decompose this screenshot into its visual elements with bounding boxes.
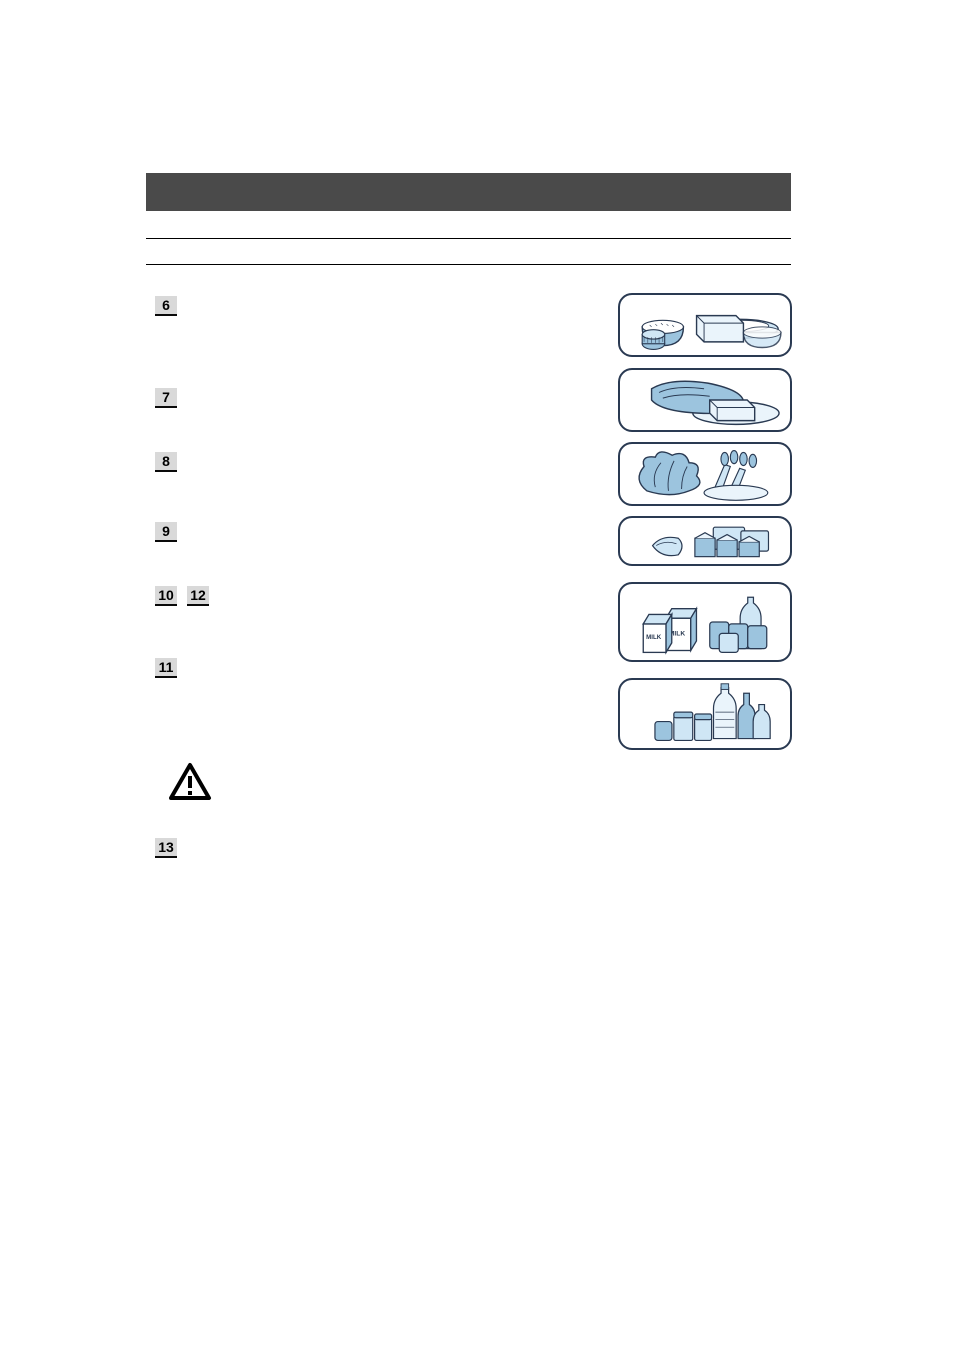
header-bar (146, 173, 791, 211)
illus-dishes (618, 293, 792, 357)
illus-milk-bottles: MILK MILK (618, 582, 792, 662)
illus-packets (618, 516, 792, 566)
milk-label-2: MILK (646, 634, 662, 641)
ref-number-6: 6 (155, 296, 177, 316)
ref-number-13: 13 (155, 838, 177, 858)
ref-number-9: 9 (155, 522, 177, 542)
ref-number-7: 7 (155, 388, 177, 408)
divider-2 (146, 264, 791, 265)
page: 6 7 8 9 10 12 11 13 (0, 0, 954, 1351)
ref-number-10: 10 (155, 586, 177, 606)
illus-bottles-jars (618, 678, 792, 750)
illus-meat (618, 368, 792, 432)
warning-icon (168, 762, 212, 802)
ref-number-11: 11 (155, 658, 177, 678)
divider-1 (146, 238, 791, 239)
ref-number-12: 12 (187, 586, 209, 606)
ref-number-8: 8 (155, 452, 177, 472)
illus-vegetables (618, 442, 792, 506)
